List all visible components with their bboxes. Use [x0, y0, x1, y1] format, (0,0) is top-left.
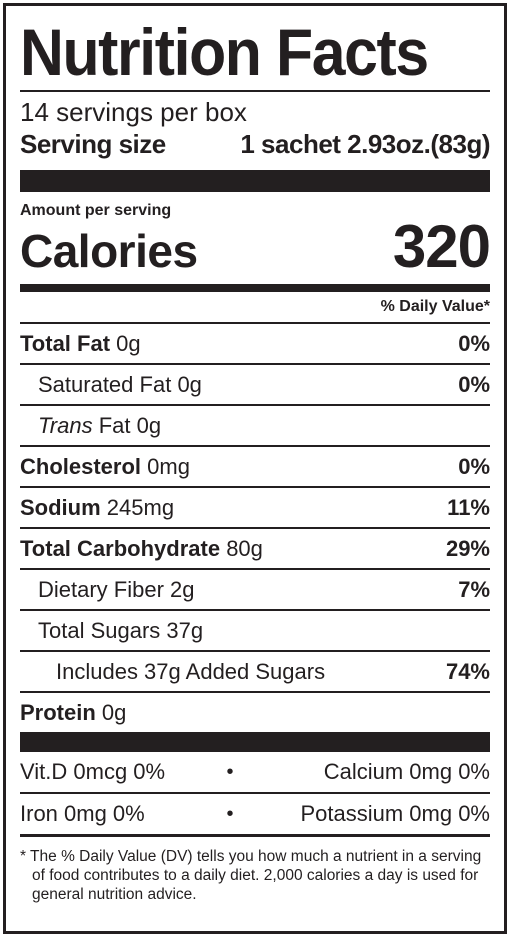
nutrient-row-saturated-fat: Saturated Fat 0g 0%	[20, 365, 490, 406]
nutrient-amount: 0mg	[147, 453, 190, 479]
serving-size-row: Serving size 1 sachet 2.93oz.(83g)	[20, 128, 490, 160]
nutrient-name: Protein	[20, 699, 96, 725]
nutrient-amount: 37g	[166, 617, 204, 643]
vitamin-row-2: Iron 0mg 0% • Potassium 0mg 0%	[20, 794, 490, 837]
panel-title: Nutrition Facts	[20, 15, 429, 89]
nutrient-row-sodium: Sodium 245mg 11%	[20, 488, 490, 529]
nutrient-name: Includes 37g Added Sugars	[56, 658, 326, 684]
nutrient-dv: 7%	[458, 576, 490, 602]
nutrient-row-total-sugars: Total Sugars 37g	[20, 611, 490, 652]
vitamin-row-1: Vit.D 0mcg 0% • Calcium 0mg 0%	[20, 752, 490, 794]
calories-label: Calories	[20, 225, 198, 277]
nutrient-name: Dietary Fiber	[38, 576, 164, 602]
nutrient-row-cholesterol: Cholesterol 0mg 0%	[20, 447, 490, 488]
nutrient-amount: 245mg	[106, 494, 175, 520]
nutrient-dv: 0%	[458, 330, 490, 356]
nutrient-name: Saturated Fat	[38, 371, 172, 397]
medium-divider	[20, 284, 490, 292]
nutrient-row-protein: Protein 0g	[20, 693, 490, 732]
daily-value-header: % Daily Value*	[20, 292, 490, 324]
servings-per-container: 14 servings per box	[20, 97, 247, 127]
thick-divider-vitamins	[20, 732, 490, 752]
nutrient-amount: 0g	[101, 699, 127, 725]
potassium: Potassium 0mg 0%	[300, 801, 490, 826]
nutrient-name: Total Fat	[20, 330, 111, 356]
serving-size-label: Serving size	[20, 129, 166, 159]
nutrient-row-trans-fat: Trans Fat 0g	[20, 406, 490, 447]
nutrient-name: Total Carbohydrate	[20, 535, 221, 561]
nutrient-row-total-fat: Total Fat 0g 0%	[20, 324, 490, 365]
nutrition-facts-panel: Nutrition Facts 14 servings per box Serv…	[3, 3, 507, 934]
nutrient-name: Total Sugars	[38, 617, 161, 643]
nutrient-dv: 0%	[458, 371, 490, 397]
nutrient-row-added-sugars: Includes 37g Added Sugars 74%	[20, 652, 490, 693]
nutrient-dv: 74%	[445, 658, 490, 684]
nutrient-name: Cholesterol	[20, 453, 142, 479]
nutrient-amount: 0g	[116, 330, 141, 356]
daily-value-footnote: * The % Daily Value (DV) tells you how m…	[20, 848, 482, 903]
bullet-separator: •	[226, 760, 234, 783]
nutrient-row-total-carbohydrate: Total Carbohydrate 80g 29%	[20, 529, 490, 570]
nutrient-amount: 0g	[177, 371, 202, 397]
calories-value: 320	[392, 213, 491, 280]
vitamin-d: Vit.D 0mcg 0%	[20, 759, 166, 784]
nutrient-name: Fat	[98, 412, 131, 438]
nutrient-amount: 80g	[226, 535, 263, 561]
title-divider	[20, 90, 490, 92]
calcium: Calcium 0mg 0%	[323, 759, 490, 784]
nutrient-dv: 29%	[445, 535, 490, 561]
nutrient-name-italic: Trans	[38, 412, 93, 438]
iron: Iron 0mg 0%	[20, 801, 145, 826]
serving-size-value: 1 sachet 2.93oz.(83g)	[240, 129, 490, 159]
nutrient-amount: 0g	[136, 412, 162, 438]
nutrient-dv: 0%	[458, 453, 490, 479]
nutrient-row-dietary-fiber: Dietary Fiber 2g 7%	[20, 570, 490, 611]
nutrient-name: Sodium	[20, 494, 101, 520]
bullet-separator: •	[226, 802, 234, 825]
nutrient-dv: 11%	[447, 494, 490, 520]
thick-divider	[20, 170, 490, 192]
calories-row: Calories 320	[20, 213, 491, 280]
nutrient-amount: 2g	[170, 576, 195, 602]
amount-per-serving: Amount per serving	[20, 202, 172, 219]
